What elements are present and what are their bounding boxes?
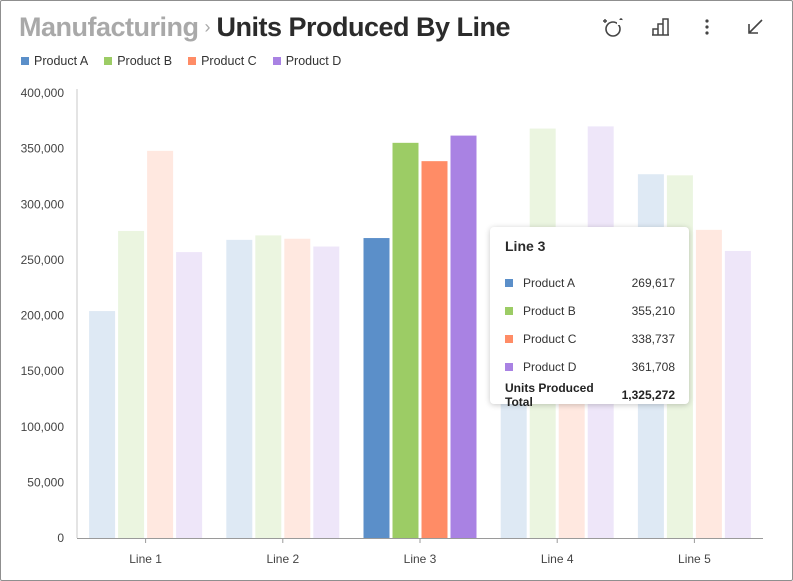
tooltip-swatch [505,363,513,371]
tooltip-row: Product D 361,708 [505,353,675,381]
bar[interactable] [226,239,253,538]
y-tick-label: 0 [57,531,64,545]
y-tick-label: 250,000 [21,253,65,267]
y-tick-label: 200,000 [21,309,65,323]
bar[interactable] [724,250,751,538]
bar[interactable] [392,142,419,539]
legend-label: Product B [117,54,173,68]
legend-swatch [272,57,281,65]
bar[interactable] [89,311,116,538]
bar-chart-icon[interactable] [647,13,675,41]
tooltip-title: Line 3 [505,238,546,254]
y-tick-label: 150,000 [21,364,65,378]
y-tick-label: 50,000 [27,475,64,489]
legend-item[interactable]: Product B [104,54,172,68]
bar[interactable] [284,238,311,539]
tooltip-series-value: 269,617 [631,276,675,290]
legend-label: Product C [201,54,257,68]
tooltip-row: Product C 338,737 [505,325,675,353]
y-tick-label: 100,000 [21,420,65,434]
x-tick-label: Line 1 [129,552,162,566]
legend-item[interactable]: Product A [21,54,88,68]
x-tick-label: Line 5 [678,552,711,566]
chart-legend: Product A Product B Product C Product D [21,54,341,68]
bar[interactable] [176,252,203,538]
bar[interactable] [255,235,282,538]
x-tick-label: Line 4 [541,552,574,566]
tooltip-swatch [505,335,513,343]
x-tick-label: Line 2 [266,552,299,566]
tooltip-swatch [505,279,513,287]
widget-header: Manufacturing › Units Produced By Line [19,9,511,45]
chart-tooltip: Line 3 Product A 269,617 Product B 355,2… [490,227,689,409]
x-tick-label: Line 3 [404,552,437,566]
page-title: Units Produced By Line [216,11,511,42]
tooltip-series-name: Product C [523,332,577,346]
minimize-arrow-icon[interactable] [741,13,769,41]
insights-sparkle-icon[interactable] [599,13,627,41]
tooltip-series-name: Product D [523,360,577,374]
bar[interactable] [421,161,448,538]
bar[interactable] [695,229,722,538]
bar[interactable] [118,230,145,538]
legend-item[interactable]: Product D [272,54,342,68]
bar[interactable] [363,238,390,538]
y-tick-label: 300,000 [21,197,65,211]
tooltip-total-row: Units Produced Total 1,325,272 [505,381,675,409]
tooltip-row: Product A 269,617 [505,269,675,297]
tooltip-total-value: 1,325,272 [621,388,675,402]
tooltip-total-label: Units Produced Total [505,381,594,409]
legend-item[interactable]: Product C [188,54,257,68]
more-vertical-icon[interactable] [693,13,721,41]
legend-swatch [104,57,113,65]
tooltip-series-name: Product A [523,276,576,290]
bar[interactable] [313,246,340,538]
legend-swatch [188,57,197,65]
y-tick-label: 350,000 [21,142,65,156]
bar[interactable] [450,135,477,538]
tooltip-series-value: 355,210 [631,304,675,318]
breadcrumb-separator: › [204,16,211,37]
tooltip-series-value: 338,737 [631,332,675,346]
breadcrumb-manufacturing[interactable]: Manufacturing [19,11,199,42]
legend-label: Product A [34,54,89,68]
legend-label: Product D [285,54,342,68]
tooltip-series-name: Product B [523,304,576,318]
tooltip-swatch [505,307,513,315]
bar[interactable] [147,150,174,538]
tooltip-row: Product B 355,210 [505,297,675,325]
legend-swatch [21,57,29,65]
tooltip-series-value: 361,708 [631,360,675,374]
y-tick-label: 400,000 [21,86,65,100]
